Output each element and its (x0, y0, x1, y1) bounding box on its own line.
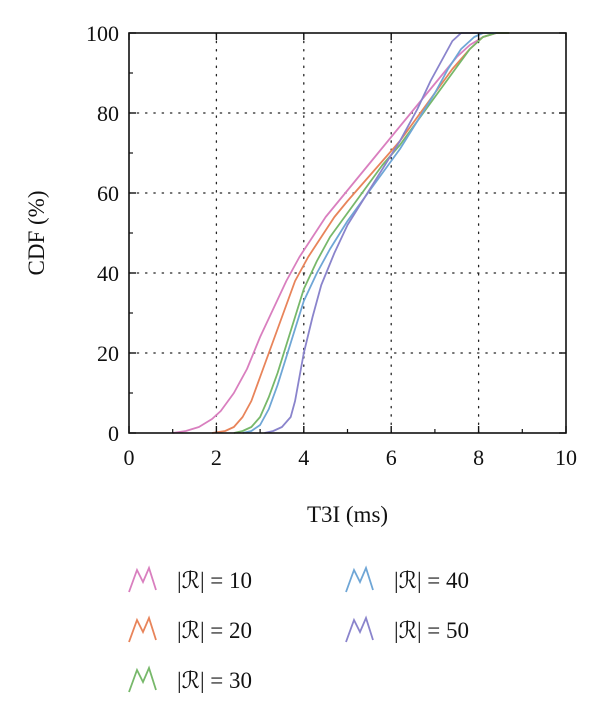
legend-label: |ℛ| = 50 (394, 618, 469, 643)
legend-item-3: |ℛ| = 30 (128, 665, 252, 693)
y-tick-label: 60 (97, 181, 119, 206)
legend-label: |ℛ| = 20 (177, 618, 252, 643)
series-line-3 (233, 32, 510, 434)
x-tick-label: 0 (124, 445, 135, 470)
legend-item-1: |ℛ| = 10 (128, 565, 252, 593)
series-lines (172, 32, 510, 434)
legend-swatch (128, 615, 157, 643)
x-tick-label: 8 (473, 445, 484, 470)
x-tick-label: 10 (555, 445, 577, 470)
legend-label: |ℛ| = 40 (394, 568, 469, 593)
y-tick-label: 0 (108, 421, 119, 446)
grid-lines (128, 32, 567, 434)
legend-item-4: |ℛ| = 40 (345, 565, 469, 593)
series-line-4 (242, 32, 497, 434)
y-tick-label: 40 (97, 261, 119, 286)
legend-swatch (128, 665, 157, 693)
y-tick-label: 80 (97, 101, 119, 126)
series-line-5 (264, 32, 483, 434)
legend-item-2: |ℛ| = 20 (128, 615, 252, 643)
plot-frame (128, 32, 567, 434)
y-tick-label: 20 (97, 341, 119, 366)
x-tick-label: 6 (386, 445, 397, 470)
series-line-2 (211, 32, 510, 434)
legend-swatch (345, 615, 374, 643)
x-tick-label: 4 (298, 445, 309, 470)
legend: |ℛ| = 10 |ℛ| = 20 |ℛ| = 30 |ℛ| = 40 |ℛ| = 50 (128, 565, 469, 693)
x-tick-label: 2 (211, 445, 222, 470)
y-axis-title: CDF (%) (24, 191, 49, 276)
legend-label: |ℛ| = 10 (177, 568, 252, 593)
legend-swatch (128, 565, 157, 593)
legend-swatch (345, 565, 374, 593)
legend-item-5: |ℛ| = 50 (345, 615, 469, 643)
y-tick-label: 100 (86, 21, 119, 46)
x-axis-title: T3I (ms) (307, 502, 388, 527)
legend-label: |ℛ| = 30 (177, 668, 252, 693)
